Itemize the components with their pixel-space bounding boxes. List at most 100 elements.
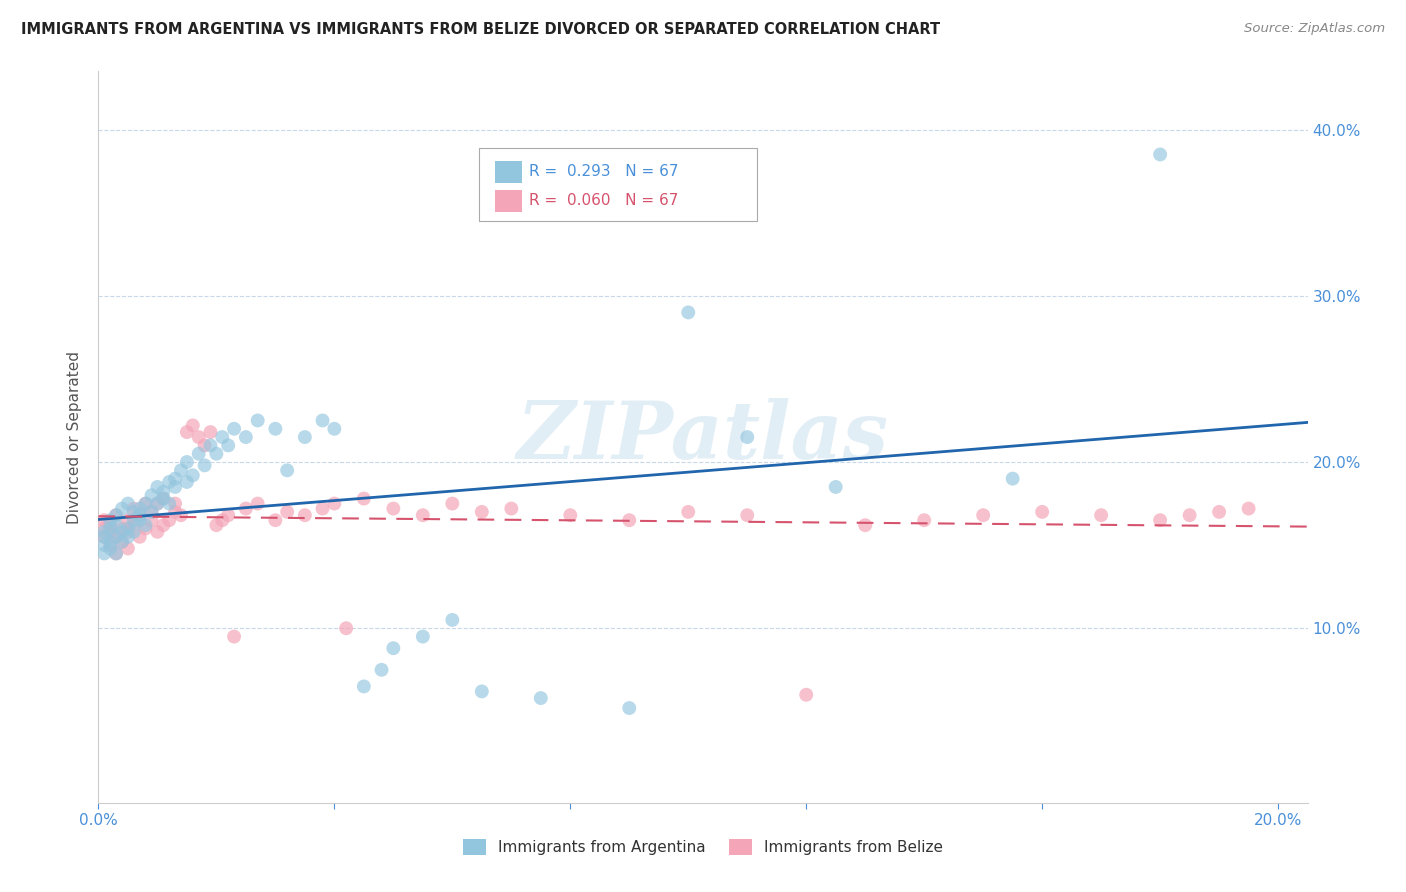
Text: ZIPatlas: ZIPatlas — [517, 399, 889, 475]
Point — [128, 508, 150, 523]
Point — [98, 513, 121, 527]
Point — [1001, 472, 1024, 486]
Point — [105, 530, 128, 544]
Point — [294, 508, 316, 523]
Point — [117, 521, 139, 535]
Point — [912, 513, 935, 527]
Point — [122, 501, 145, 516]
Point — [98, 534, 121, 549]
Point — [1149, 513, 1171, 527]
Point — [194, 438, 217, 452]
Point — [530, 691, 553, 706]
Point — [176, 455, 198, 469]
Point — [194, 458, 217, 473]
FancyBboxPatch shape — [479, 148, 758, 221]
Point — [794, 688, 817, 702]
Point — [412, 508, 434, 523]
Point — [111, 501, 134, 516]
Point — [105, 530, 128, 544]
Point — [735, 430, 758, 444]
Point — [117, 541, 139, 556]
Point — [471, 505, 494, 519]
Point — [222, 630, 245, 644]
Point — [735, 508, 758, 523]
Point — [141, 505, 163, 519]
Point — [128, 508, 150, 523]
Point — [117, 497, 139, 511]
Point — [105, 546, 128, 560]
Point — [141, 505, 163, 519]
Point — [111, 534, 134, 549]
Point — [217, 438, 239, 452]
Point — [678, 505, 700, 519]
Point — [122, 524, 145, 539]
Point — [264, 513, 287, 527]
Point — [128, 530, 150, 544]
Point — [246, 497, 269, 511]
Point — [1178, 508, 1201, 523]
Point — [135, 518, 157, 533]
Point — [105, 546, 128, 560]
Point — [276, 463, 298, 477]
Point — [619, 701, 641, 715]
Point — [311, 501, 333, 516]
Point — [93, 530, 115, 544]
Point — [235, 430, 257, 444]
Point — [211, 430, 233, 444]
Point — [370, 663, 392, 677]
Point — [98, 538, 121, 552]
Point — [353, 680, 375, 694]
Point — [235, 501, 257, 516]
Point — [98, 518, 121, 533]
Point — [200, 438, 222, 452]
Point — [93, 521, 115, 535]
Point — [176, 475, 198, 489]
Point — [165, 472, 187, 486]
Point — [152, 491, 174, 506]
Point — [335, 621, 357, 635]
Point — [181, 418, 204, 433]
Point — [157, 475, 180, 489]
Point — [93, 530, 115, 544]
Point — [246, 413, 269, 427]
Point — [93, 524, 115, 539]
Point — [294, 430, 316, 444]
Point — [128, 501, 150, 516]
Point — [853, 518, 876, 533]
Point — [105, 518, 128, 533]
Point — [353, 491, 375, 506]
Point — [1090, 508, 1112, 523]
Point — [105, 508, 128, 523]
Point — [122, 505, 145, 519]
Point — [441, 613, 464, 627]
Point — [170, 508, 193, 523]
Text: IMMIGRANTS FROM ARGENTINA VS IMMIGRANTS FROM BELIZE DIVORCED OR SEPARATED CORREL: IMMIGRANTS FROM ARGENTINA VS IMMIGRANTS … — [21, 22, 941, 37]
Point — [222, 422, 245, 436]
Point — [93, 513, 115, 527]
Point — [141, 513, 163, 527]
FancyBboxPatch shape — [495, 161, 522, 183]
Point — [117, 513, 139, 527]
Point — [146, 497, 169, 511]
Point — [412, 630, 434, 644]
Point — [382, 641, 405, 656]
Point — [264, 422, 287, 436]
Point — [165, 505, 187, 519]
Point — [93, 538, 115, 552]
Point — [211, 513, 233, 527]
Point — [111, 521, 134, 535]
Point — [170, 463, 193, 477]
Point — [471, 684, 494, 698]
Point — [441, 497, 464, 511]
Point — [135, 497, 157, 511]
Point — [276, 505, 298, 519]
Point — [311, 413, 333, 427]
Point — [1031, 505, 1053, 519]
Point — [619, 513, 641, 527]
Point — [117, 530, 139, 544]
Point — [141, 488, 163, 502]
Point — [98, 524, 121, 539]
Point — [217, 508, 239, 523]
Point — [146, 497, 169, 511]
Point — [98, 521, 121, 535]
